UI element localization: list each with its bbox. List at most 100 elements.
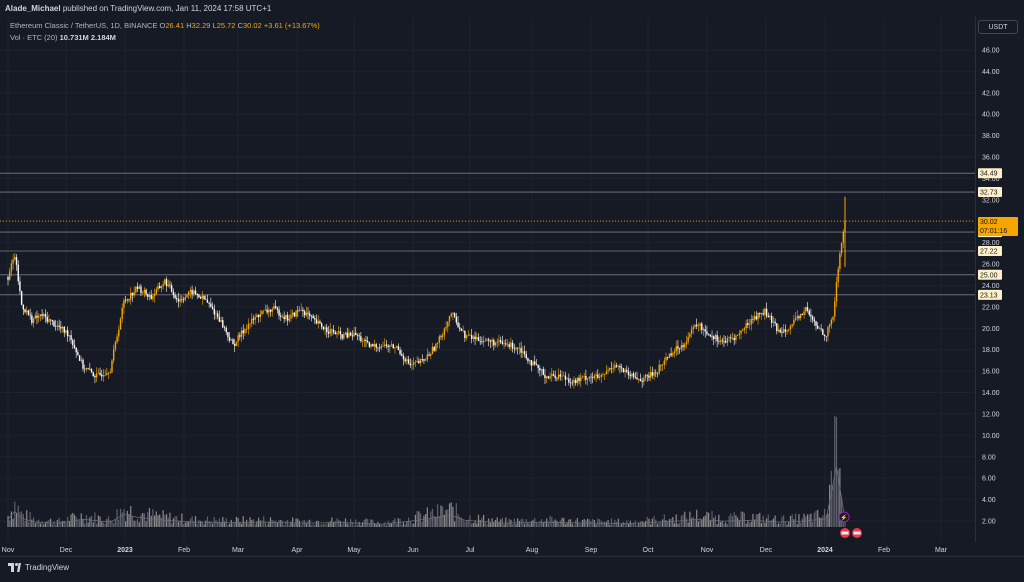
volume-bar xyxy=(143,513,145,527)
candle-body xyxy=(753,316,756,320)
volume-bar xyxy=(123,509,125,527)
volume-bar xyxy=(464,521,466,527)
candle-body xyxy=(517,347,519,349)
volume-bar xyxy=(474,520,476,527)
volume-bar xyxy=(327,522,330,527)
y-tick-label: 8.00 xyxy=(982,454,996,461)
candle-body xyxy=(799,314,802,319)
volume-bar xyxy=(684,511,686,527)
volume-bar xyxy=(177,521,180,527)
candle-body xyxy=(719,340,722,342)
volume-bar xyxy=(203,524,205,527)
volume-bar xyxy=(839,468,841,527)
event-lightning-glyph: ⚡ xyxy=(840,514,847,522)
volume-bar xyxy=(41,521,43,527)
candle-body xyxy=(363,339,365,342)
currency-button[interactable]: USDT xyxy=(978,20,1018,34)
candle-body xyxy=(839,253,841,269)
volume-bar xyxy=(711,510,713,527)
volume-bar xyxy=(283,525,285,527)
volume-bar xyxy=(445,509,447,527)
candle-body xyxy=(441,335,444,337)
symbol-title[interactable]: Ethereum Classic / TetherUS, 1D, BINANCE xyxy=(10,21,158,30)
volume-bar xyxy=(150,515,152,527)
y-tick-label: 24.00 xyxy=(982,283,1000,290)
candle-body xyxy=(360,336,362,342)
candle-body xyxy=(271,309,273,312)
chart-pane[interactable] xyxy=(0,17,975,542)
candle-body xyxy=(605,371,608,374)
volume-bar xyxy=(210,521,212,527)
volume-bar xyxy=(764,522,766,527)
candle-body xyxy=(457,322,459,328)
candle-body xyxy=(793,319,795,325)
candle-body xyxy=(49,319,52,321)
tradingview-brand[interactable]: TradingView xyxy=(8,563,69,572)
volume-bar xyxy=(329,521,331,527)
candle-body xyxy=(709,334,712,337)
volume-bar xyxy=(14,501,16,527)
volume-bar xyxy=(22,514,24,527)
volume-bar xyxy=(837,470,839,527)
volume-bar xyxy=(443,514,445,527)
volume-bar xyxy=(641,521,643,527)
volume-bar xyxy=(822,515,824,527)
candle-body xyxy=(486,339,488,341)
change-value: +3.61 (+13.67%) xyxy=(263,21,320,30)
y-tick-label: 22.00 xyxy=(982,304,1000,311)
candle-body xyxy=(585,376,587,380)
volume-bar xyxy=(401,524,403,527)
volume-bar xyxy=(668,519,671,527)
volume-label[interactable]: Vol · ETC (20) xyxy=(10,33,58,42)
candle-body xyxy=(404,359,406,362)
author-name[interactable]: Alade_Michael xyxy=(5,4,61,13)
volume-bar xyxy=(737,517,739,527)
candle-body xyxy=(268,309,270,313)
candle-body xyxy=(97,372,100,374)
candle-body xyxy=(413,362,415,365)
volume-bar xyxy=(835,417,838,527)
y-tick-label: 42.00 xyxy=(982,90,1000,97)
candle-body xyxy=(286,314,289,321)
candle-body xyxy=(228,337,231,341)
candle-body xyxy=(511,342,514,349)
candle-body xyxy=(781,332,783,334)
volume-bar xyxy=(208,521,210,527)
candle-body xyxy=(210,303,212,307)
volume-bar xyxy=(305,522,307,527)
volume-bar xyxy=(694,520,696,527)
candle-body xyxy=(169,284,171,286)
volume-bar xyxy=(580,524,582,527)
candle-body xyxy=(453,313,456,317)
y-tick-label: 10.00 xyxy=(982,433,1000,440)
volume-bar xyxy=(254,524,256,527)
low-value: 25.72 xyxy=(216,21,236,30)
candle-body xyxy=(155,289,158,294)
candle-body xyxy=(690,329,693,334)
volume-bar xyxy=(72,512,74,527)
candle-body xyxy=(742,329,744,331)
candle-body xyxy=(680,345,683,350)
candle-body xyxy=(256,315,258,318)
candle-body xyxy=(430,354,432,356)
candlestick-chart[interactable]: 46.00 44.00 42.00 40.00 38.00 36.00 34.00 32.00… xyxy=(0,17,1024,557)
volume-bar xyxy=(575,520,577,527)
volume-bar xyxy=(656,523,659,527)
volume-bar xyxy=(276,522,278,527)
candle-body xyxy=(494,342,497,346)
volume-bar xyxy=(542,522,544,527)
event-flag-stripe-1 xyxy=(841,531,849,535)
volume-bar xyxy=(31,519,33,527)
volume-bar xyxy=(119,508,122,527)
candle-body xyxy=(159,286,161,289)
volume-bar xyxy=(78,520,81,527)
volume-bar xyxy=(644,520,647,527)
candle-body xyxy=(373,344,376,347)
candle-body xyxy=(563,375,565,377)
candle-body xyxy=(726,337,729,343)
volume-bar xyxy=(529,523,531,527)
candle-body xyxy=(748,324,751,326)
candle-body xyxy=(583,376,585,377)
candle-body xyxy=(259,314,261,318)
x-tick-label: May xyxy=(347,547,361,554)
